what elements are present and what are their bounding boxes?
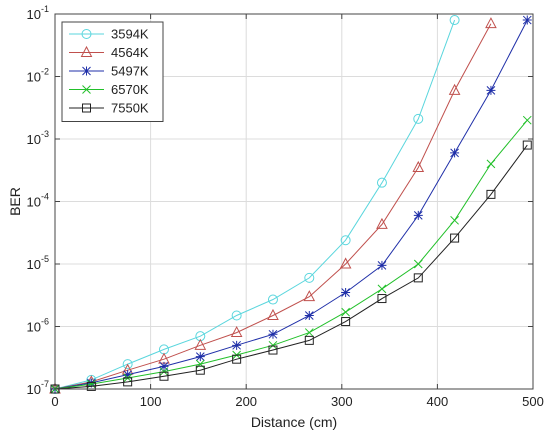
- data-point: [449, 15, 460, 26]
- legend-item: 4564K: [69, 45, 149, 60]
- data-point: [522, 140, 532, 150]
- data-point: [377, 260, 387, 270]
- data-point: [304, 272, 315, 283]
- data-point: [376, 177, 387, 188]
- data-point: [159, 367, 169, 376]
- data-point: [304, 328, 314, 337]
- legend: 3594K 4564K 5497K 6570K 7550K: [61, 21, 164, 122]
- data-point: [232, 354, 242, 364]
- legend-item: 7550K: [69, 101, 149, 116]
- x-tick-label: 200: [235, 394, 257, 409]
- series-layer: [49, 15, 532, 394]
- series-5497K: [50, 15, 532, 394]
- y-tick-label: 10-5: [27, 254, 49, 272]
- y-tick-label: 10-4: [27, 192, 49, 210]
- legend-label: 3594K: [111, 27, 149, 42]
- legend-item: 5497K: [69, 64, 149, 79]
- data-point: [412, 160, 425, 172]
- data-point: [267, 308, 279, 320]
- data-point: [232, 340, 242, 350]
- data-point: [82, 103, 91, 113]
- series-line: [54, 144, 528, 390]
- legend-item: 6570K: [69, 82, 149, 97]
- data-point: [123, 370, 133, 380]
- data-point: [448, 83, 461, 95]
- series-7550K: [50, 140, 532, 394]
- data-point: [486, 85, 496, 95]
- data-point: [81, 29, 92, 39]
- data-point: [159, 361, 169, 371]
- data-point: [450, 233, 460, 243]
- legend-label: 7550K: [111, 101, 149, 116]
- data-point: [195, 352, 205, 362]
- data-point: [341, 307, 350, 317]
- data-point: [377, 294, 387, 304]
- data-point: [339, 257, 352, 269]
- data-point: [231, 310, 242, 321]
- legend-label: 5497K: [111, 64, 149, 79]
- legend-box: [61, 21, 164, 122]
- series-line: [54, 119, 528, 390]
- data-point: [340, 235, 351, 246]
- data-point: [486, 159, 496, 169]
- data-point: [450, 148, 460, 158]
- legend-label: 4564K: [111, 45, 149, 60]
- data-point: [268, 345, 278, 355]
- data-point: [486, 189, 496, 199]
- data-point: [413, 273, 423, 283]
- x-tick-label: 0: [51, 394, 58, 409]
- data-point: [413, 259, 423, 269]
- data-point: [158, 352, 170, 364]
- data-point: [413, 113, 424, 124]
- data-point: [122, 359, 133, 370]
- data-point: [304, 310, 314, 320]
- x-tick-label: 100: [140, 394, 162, 409]
- data-point: [195, 359, 205, 369]
- data-point: [159, 371, 169, 381]
- series-3594K: [50, 15, 460, 394]
- data-point: [303, 290, 316, 302]
- series-6570K: [50, 115, 532, 394]
- y-tick-label: 10-3: [27, 129, 49, 147]
- data-point: [304, 335, 314, 345]
- y-tick-label: 10-2: [27, 67, 49, 85]
- data-point: [485, 17, 497, 29]
- data-point: [341, 287, 351, 297]
- data-point: [376, 217, 388, 229]
- data-point: [268, 329, 278, 339]
- data-point: [195, 365, 205, 375]
- series-line: [54, 19, 456, 390]
- data-point: [522, 115, 532, 125]
- data-point: [413, 210, 423, 220]
- legend-item: 3594K: [69, 27, 149, 42]
- series-line: [54, 19, 528, 390]
- data-point: [267, 294, 278, 305]
- data-point: [123, 377, 133, 387]
- data-point: [194, 338, 207, 350]
- y-tick-label: 10-7: [27, 379, 49, 397]
- x-tick-label: 500: [522, 394, 544, 409]
- data-point: [86, 378, 96, 388]
- data-point: [522, 15, 532, 25]
- data-point: [82, 85, 91, 94]
- data-point: [80, 45, 93, 57]
- y-axis-label: BER: [7, 187, 23, 216]
- y-tick-label: 10-1: [27, 4, 49, 22]
- data-point: [86, 381, 96, 391]
- y-tick-label: 10-6: [27, 317, 49, 335]
- data-point: [450, 215, 459, 225]
- x-tick-label: 400: [427, 394, 449, 409]
- data-point: [230, 325, 243, 338]
- data-point: [377, 284, 387, 294]
- data-point: [341, 317, 351, 327]
- legend-label: 6570K: [111, 82, 149, 97]
- data-point: [82, 66, 91, 76]
- data-point: [268, 340, 278, 350]
- x-tick-label: 300: [331, 394, 353, 409]
- x-axis-label: Distance (cm): [251, 414, 337, 430]
